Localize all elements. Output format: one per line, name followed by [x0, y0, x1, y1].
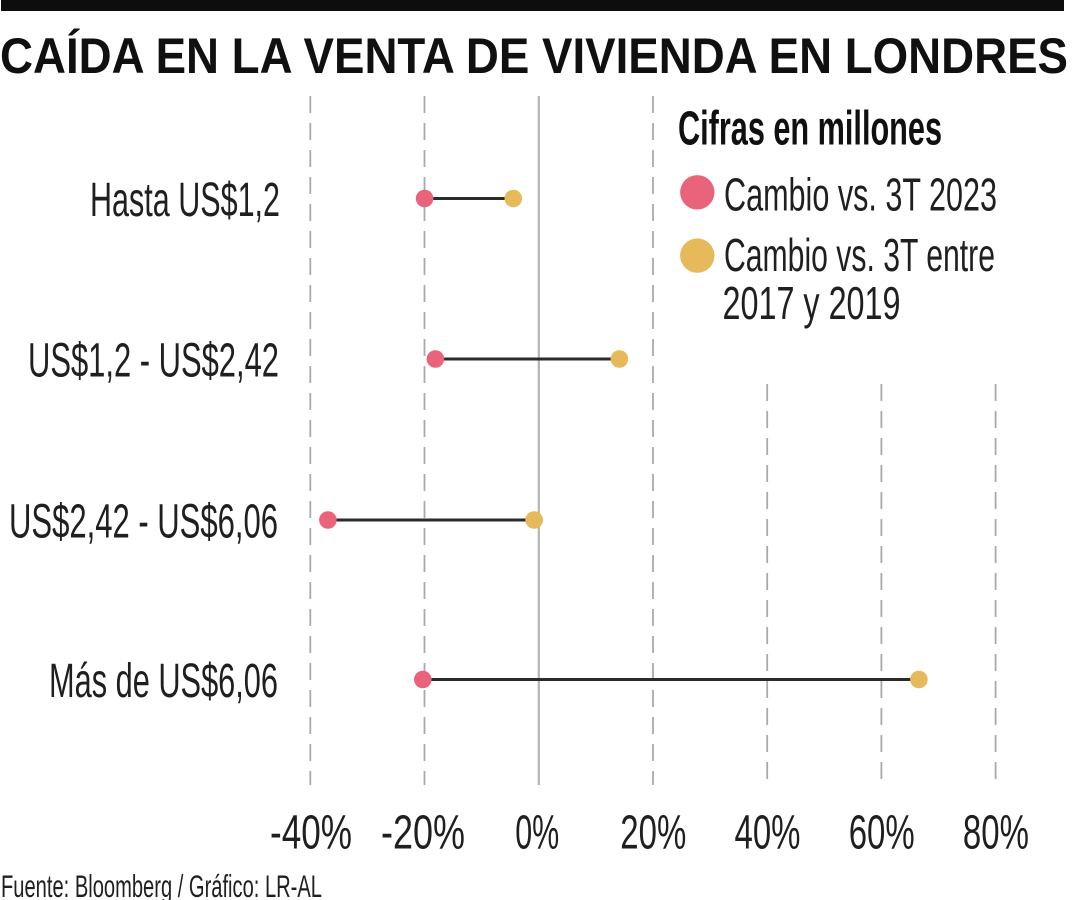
- svg-text:Fuente: Bloomberg / Gráfico: L: Fuente: Bloomberg / Gráfico: LR-AL: [1, 868, 322, 900]
- svg-text:60%: 60%: [849, 807, 915, 860]
- svg-text:Hasta US$1,2: Hasta US$1,2: [90, 174, 280, 227]
- svg-text:Cifras en millones: Cifras en millones: [678, 103, 942, 156]
- svg-text:US$1,2 - US$2,42: US$1,2 - US$2,42: [28, 335, 279, 388]
- svg-text:Más de US$6,06: Más de US$6,06: [49, 655, 278, 708]
- svg-text:-40%: -40%: [270, 807, 352, 860]
- svg-text:-20%: -20%: [381, 807, 465, 860]
- svg-text:40%: 40%: [735, 807, 801, 860]
- svg-text:20%: 20%: [620, 807, 686, 860]
- svg-text:Cambio vs. 3T entre: Cambio vs. 3T entre: [724, 229, 995, 281]
- svg-text:US$2,42 - US$6,06: US$2,42 - US$6,06: [9, 496, 278, 549]
- svg-text:Cambio vs. 3T 2023: Cambio vs. 3T 2023: [724, 169, 997, 221]
- svg-text:CAÍDA EN LA VENTA DE VIVIENDA: CAÍDA EN LA VENTA DE VIVIENDA EN LONDRES: [0, 28, 1068, 84]
- svg-text:0%: 0%: [515, 807, 559, 860]
- svg-text:80%: 80%: [963, 807, 1029, 860]
- svg-text:2017 y 2019: 2017 y 2019: [723, 277, 901, 329]
